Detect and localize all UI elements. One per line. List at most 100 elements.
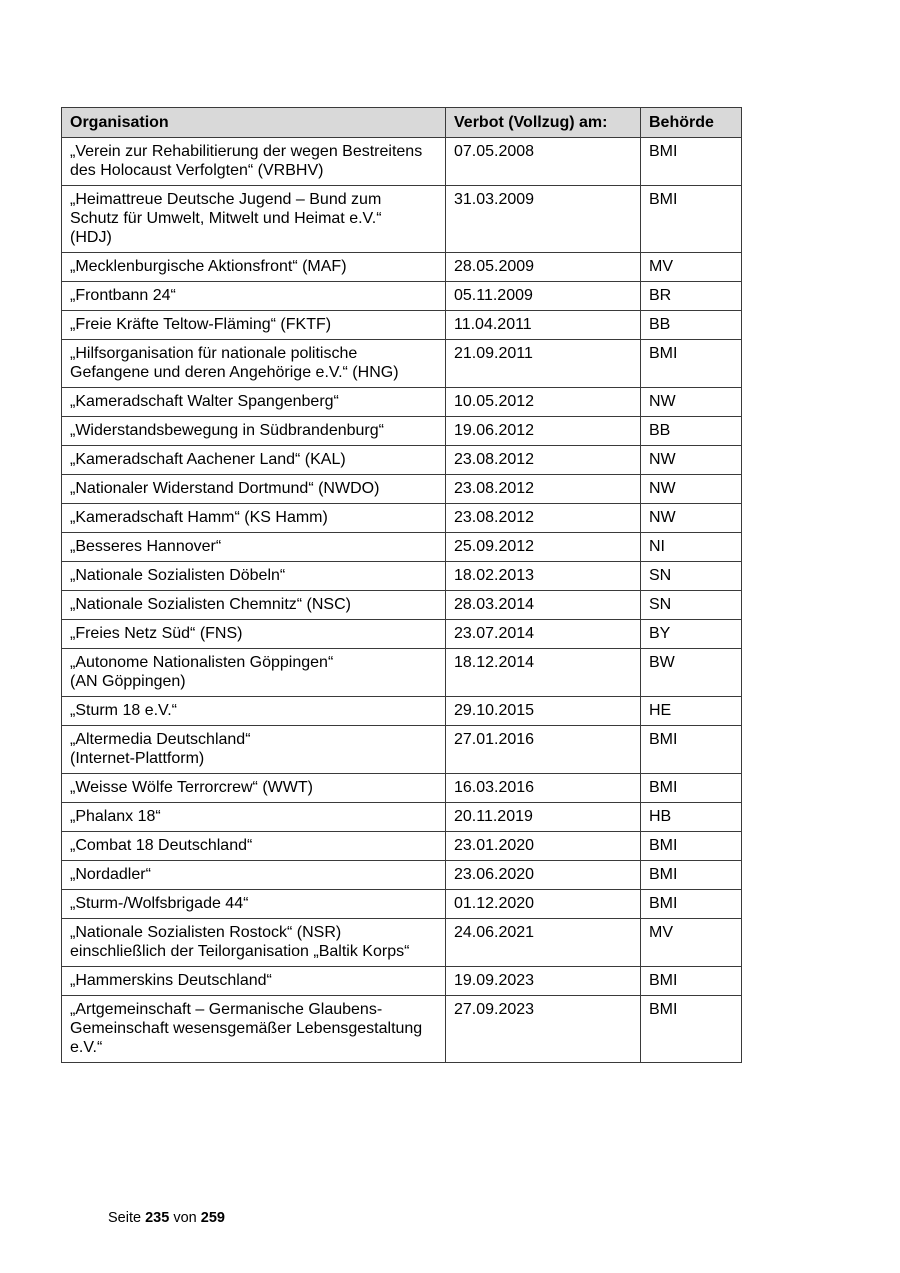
cell-date: 21.09.2011 (445, 339, 641, 388)
cell-date: 25.09.2012 (445, 532, 641, 562)
cell-behoerde: NW (640, 503, 742, 533)
cell-behoerde: BMI (640, 185, 742, 253)
header-verbot-date: Verbot (Vollzug) am: (445, 107, 641, 138)
cell-organisation: „Freies Netz Süd“ (FNS) (61, 619, 446, 649)
cell-date: 28.03.2014 (445, 590, 641, 620)
cell-organisation: „Besseres Hannover“ (61, 532, 446, 562)
cell-organisation: „Kameradschaft Walter Spangenberg“ (61, 387, 446, 417)
table-row: „Combat 18 Deutschland“ 23.01.2020 BMI (61, 831, 742, 861)
table-row: „Kameradschaft Walter Spangenberg“ 10.05.… (61, 387, 742, 417)
cell-organisation: „Kameradschaft Aachener Land“ (KAL) (61, 445, 446, 475)
cell-date: 07.05.2008 (445, 137, 641, 186)
cell-behoerde: SN (640, 590, 742, 620)
cell-behoerde: BMI (640, 773, 742, 803)
cell-date: 23.07.2014 (445, 619, 641, 649)
cell-date: 16.03.2016 (445, 773, 641, 803)
cell-behoerde: BB (640, 416, 742, 446)
cell-organisation: „Autonome Nationalisten Göppingen“ (AN G… (61, 648, 446, 697)
table-row: „Artgemeinschaft – Germanische Glaubens-… (61, 995, 742, 1063)
cell-date: 23.08.2012 (445, 445, 641, 475)
cell-date: 20.11.2019 (445, 802, 641, 832)
cell-behoerde: BR (640, 281, 742, 311)
cell-organisation: „Combat 18 Deutschland“ (61, 831, 446, 861)
cell-organisation: „Freie Kräfte Teltow-Fläming“ (FKTF) (61, 310, 446, 340)
cell-behoerde: MV (640, 918, 742, 967)
cell-date: 01.12.2020 (445, 889, 641, 919)
table-row: „Weisse Wölfe Terrorcrew“ (WWT) 16.03.201… (61, 773, 742, 803)
cell-date: 18.12.2014 (445, 648, 641, 697)
cell-organisation: „Hilfsorganisation für nationale politis… (61, 339, 446, 388)
table-row: „Hammerskins Deutschland“ 19.09.2023 BMI (61, 966, 742, 996)
table-row: „Freie Kräfte Teltow-Fläming“ (FKTF) 11.0… (61, 310, 742, 340)
table-row: „Sturm-/Wolfsbrigade 44“ 01.12.2020 BMI (61, 889, 742, 919)
table-row: „Mecklenburgische Aktionsfront“ (MAF) 28.… (61, 252, 742, 282)
cell-organisation: „Kameradschaft Hamm“ (KS Hamm) (61, 503, 446, 533)
cell-organisation: „Altermedia Deutschland“ (Internet-Platt… (61, 725, 446, 774)
table-row: „Verein zur Rehabilitierung der wegen Be… (61, 137, 742, 186)
cell-behoerde: SN (640, 561, 742, 591)
table-row: „Freies Netz Süd“ (FNS) 23.07.2014 BY (61, 619, 742, 649)
cell-organisation: „Widerstandsbewegung in Südbrandenburg“ (61, 416, 446, 446)
cell-organisation: „Frontbann 24“ (61, 281, 446, 311)
cell-behoerde: BMI (640, 995, 742, 1063)
table-header-row: Organisation Verbot (Vollzug) am: Behörd… (61, 107, 742, 138)
cell-behoerde: BMI (640, 966, 742, 996)
cell-date: 19.09.2023 (445, 966, 641, 996)
cell-date: 27.09.2023 (445, 995, 641, 1063)
cell-organisation: „Mecklenburgische Aktionsfront“ (MAF) (61, 252, 446, 282)
cell-behoerde: BMI (640, 831, 742, 861)
footer-middle: von (173, 1210, 197, 1226)
cell-date: 27.01.2016 (445, 725, 641, 774)
cell-date: 31.03.2009 (445, 185, 641, 253)
prohibitions-table: Organisation Verbot (Vollzug) am: Behörd… (61, 107, 742, 1063)
table-row: „Nordadler“ 23.06.2020 BMI (61, 860, 742, 890)
table-row: „Widerstandsbewegung in Südbrandenburg“ 1… (61, 416, 742, 446)
cell-organisation: „Nationale Sozialisten Döbeln“ (61, 561, 446, 591)
table-row: „Besseres Hannover“ 25.09.2012 NI (61, 532, 742, 562)
cell-date: 11.04.2011 (445, 310, 641, 340)
cell-behoerde: BMI (640, 137, 742, 186)
cell-organisation: „Nationaler Widerstand Dortmund“ (NWDO) (61, 474, 446, 504)
cell-date: 23.08.2012 (445, 474, 641, 504)
cell-date: 28.05.2009 (445, 252, 641, 282)
cell-organisation: „Artgemeinschaft – Germanische Glaubens-… (61, 995, 446, 1063)
cell-date: 23.06.2020 (445, 860, 641, 890)
header-behoerde: Behörde (640, 107, 742, 138)
table-row: „Heimattreue Deutsche Jugend – Bund zum … (61, 185, 742, 253)
cell-date: 10.05.2012 (445, 387, 641, 417)
cell-behoerde: BY (640, 619, 742, 649)
current-page: 235 (145, 1210, 170, 1226)
table-row: „Autonome Nationalisten Göppingen“ (AN G… (61, 648, 742, 697)
cell-date: 05.11.2009 (445, 281, 641, 311)
table-row: „Altermedia Deutschland“ (Internet-Platt… (61, 725, 742, 774)
table-row: „Nationale Sozialisten Döbeln“ 18.02.2013… (61, 561, 742, 591)
cell-date: 23.01.2020 (445, 831, 641, 861)
cell-behoerde: NW (640, 474, 742, 504)
footer-prefix: Seite (108, 1210, 142, 1226)
cell-behoerde: MV (640, 252, 742, 282)
cell-behoerde: BW (640, 648, 742, 697)
cell-organisation: „Sturm 18 e.V.“ (61, 696, 446, 726)
cell-date: 29.10.2015 (445, 696, 641, 726)
cell-behoerde: BMI (640, 860, 742, 890)
header-organisation: Organisation (61, 107, 446, 138)
cell-organisation: „Phalanx 18“ (61, 802, 446, 832)
table-row: „Kameradschaft Hamm“ (KS Hamm) 23.08.2012… (61, 503, 742, 533)
table-row: „Frontbann 24“ 05.11.2009 BR (61, 281, 742, 311)
table-row: „Kameradschaft Aachener Land“ (KAL) 23.08… (61, 445, 742, 475)
cell-organisation: „Sturm-/Wolfsbrigade 44“ (61, 889, 446, 919)
cell-behoerde: BMI (640, 339, 742, 388)
cell-behoerde: BB (640, 310, 742, 340)
table-row: „Nationale Sozialisten Chemnitz“ (NSC) 28… (61, 590, 742, 620)
cell-organisation: „Nordadler“ (61, 860, 446, 890)
cell-date: 23.08.2012 (445, 503, 641, 533)
cell-behoerde: NW (640, 387, 742, 417)
cell-date: 19.06.2012 (445, 416, 641, 446)
cell-date: 18.02.2013 (445, 561, 641, 591)
cell-organisation: „Heimattreue Deutsche Jugend – Bund zum … (61, 185, 446, 253)
cell-organisation: „Verein zur Rehabilitierung der wegen Be… (61, 137, 446, 186)
cell-organisation: „Nationale Sozialisten Chemnitz“ (NSC) (61, 590, 446, 620)
table-row: „Nationaler Widerstand Dortmund“ (NWDO) 2… (61, 474, 742, 504)
cell-behoerde: BMI (640, 889, 742, 919)
table-row: „Sturm 18 e.V.“ 29.10.2015 HE (61, 696, 742, 726)
